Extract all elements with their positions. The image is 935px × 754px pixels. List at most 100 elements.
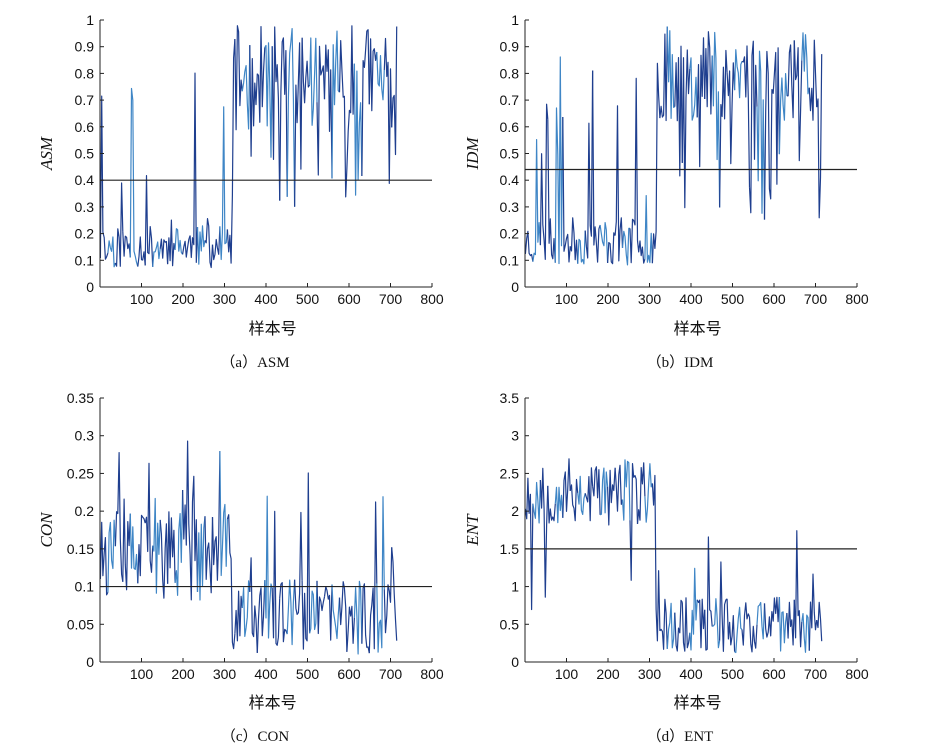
y-tick-label: 0.7 xyxy=(500,92,520,108)
series-line xyxy=(99,95,109,260)
x-tick-label: 400 xyxy=(254,291,278,307)
series-line xyxy=(532,479,541,524)
y-tick-label: 0.9 xyxy=(500,39,520,55)
series-line xyxy=(532,139,541,262)
series-line xyxy=(279,582,288,643)
series-line xyxy=(614,105,624,262)
y-tick-label: 0 xyxy=(511,654,519,670)
x-tick-label: 300 xyxy=(638,666,662,682)
series-line xyxy=(309,37,318,126)
x-tick-label: 200 xyxy=(171,291,195,307)
series-line xyxy=(763,603,773,638)
x-tick-label: 400 xyxy=(679,666,703,682)
series-line xyxy=(331,30,340,179)
y-axis-label: ASM xyxy=(37,136,56,171)
series-line xyxy=(159,519,169,599)
y-axis-label: ENT xyxy=(463,513,482,547)
series-line xyxy=(681,597,691,652)
series-line xyxy=(144,462,154,573)
x-tick-label: 800 xyxy=(845,666,869,682)
series-line xyxy=(689,57,698,121)
series-line xyxy=(674,45,683,177)
series-line xyxy=(189,72,199,263)
series-line xyxy=(129,513,139,584)
x-tick-label: 500 xyxy=(296,291,320,307)
y-tick-label: 1.5 xyxy=(500,541,520,557)
chart-caption: （a）ASM xyxy=(220,354,289,371)
series-line xyxy=(674,599,683,652)
y-tick-label: 0.8 xyxy=(75,65,95,81)
series-line xyxy=(286,579,296,646)
series-line xyxy=(748,40,758,214)
series-line xyxy=(704,536,713,651)
series-line xyxy=(801,32,810,95)
x-tick-label: 300 xyxy=(213,666,237,682)
series-line xyxy=(681,49,691,209)
series-line xyxy=(196,225,206,265)
series-line xyxy=(756,601,766,640)
series-line xyxy=(316,45,326,176)
series-line xyxy=(152,497,161,594)
y-tick-label: 0.1 xyxy=(75,252,95,268)
x-tick-label: 700 xyxy=(379,291,403,307)
x-tick-label: 500 xyxy=(296,666,320,682)
series-line xyxy=(629,463,639,581)
y-tick-label: 0.25 xyxy=(67,465,94,481)
x-tick-label: 500 xyxy=(721,291,745,307)
x-tick-label: 700 xyxy=(804,291,828,307)
series-line xyxy=(599,467,609,516)
y-tick-label: 3 xyxy=(511,428,519,444)
series-line xyxy=(577,230,586,265)
y-tick-label: 0.7 xyxy=(75,92,95,108)
series-line xyxy=(368,38,378,112)
chart-panel-con: 0 0.05 0.1 0.15 0.2 0.25 0.3 0.35 100 200 300 400 50… xyxy=(37,390,444,745)
y-tick-label: 1 xyxy=(511,12,519,28)
series-line xyxy=(271,510,281,646)
series-line xyxy=(122,231,131,258)
series-line xyxy=(234,25,243,131)
x-tick-label: 400 xyxy=(679,291,703,307)
series-line xyxy=(584,70,594,259)
series-line xyxy=(391,26,398,156)
series-line xyxy=(383,547,393,634)
y-tick-label: 0 xyxy=(86,654,94,670)
series-line xyxy=(182,440,191,555)
series-line xyxy=(711,31,721,208)
series-line xyxy=(137,236,146,267)
series-line xyxy=(584,467,594,522)
series-line xyxy=(599,222,609,264)
series-line xyxy=(219,451,228,577)
series-line xyxy=(666,602,676,649)
chart-caption: （d）ENT xyxy=(647,728,714,745)
series-line xyxy=(808,573,818,651)
series-line xyxy=(547,485,556,524)
series-line xyxy=(368,501,378,654)
y-tick-label: 0.1 xyxy=(500,252,520,268)
series-line xyxy=(286,28,296,207)
series-line xyxy=(621,227,630,266)
series-line xyxy=(607,232,616,265)
series-line xyxy=(249,557,258,653)
series-line xyxy=(122,498,131,591)
y-tick-label: 0.2 xyxy=(500,226,520,242)
series-line xyxy=(771,596,780,623)
series-line xyxy=(524,477,534,611)
series-line xyxy=(726,598,736,652)
series-line xyxy=(659,598,668,650)
y-tick-label: 0.5 xyxy=(500,146,520,162)
series-line xyxy=(592,70,601,263)
series-line xyxy=(114,452,124,582)
series-line xyxy=(689,567,698,651)
series-line xyxy=(592,466,601,515)
series-line xyxy=(309,580,318,634)
series-line xyxy=(786,599,795,646)
series-line xyxy=(562,116,571,263)
series-line xyxy=(793,530,803,648)
y-tick-label: 0.1 xyxy=(75,579,95,595)
series-line xyxy=(271,26,281,201)
series-line xyxy=(607,467,616,526)
series-line xyxy=(159,238,169,265)
series-line xyxy=(301,37,311,104)
y-tick-label: 1 xyxy=(511,579,519,595)
